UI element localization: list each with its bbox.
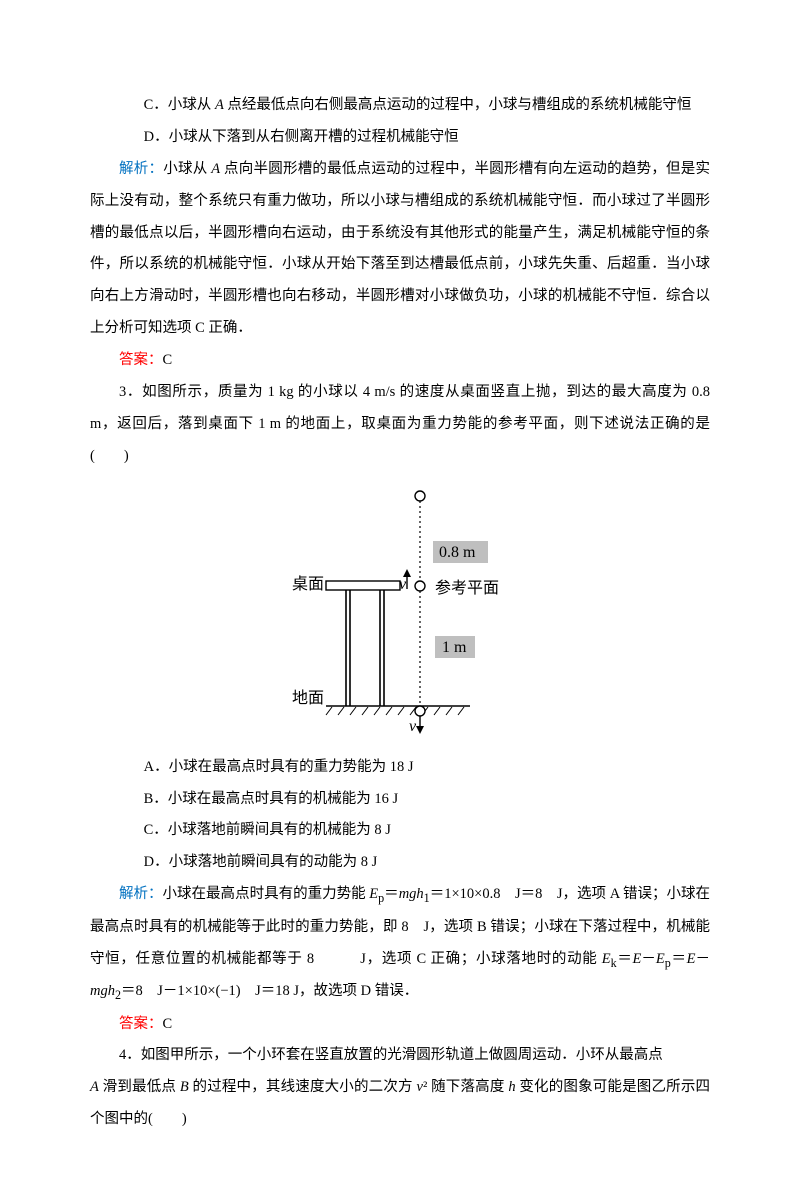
q2-analysis: 解析：小球从 A 点向半圆形槽的最低点运动的过程中，半圆形槽有向左运动的趋势，但… bbox=[90, 154, 710, 345]
q3-option-c: C．小球落地前瞬间具有的机械能为 8 J bbox=[90, 815, 710, 847]
fig-h1-label: 0.8 m bbox=[439, 544, 476, 561]
q3-answer-value: C bbox=[163, 1016, 173, 1032]
q2-analysis-rest: 点向半圆形槽的最低点运动的过程中，半圆形槽有向左运动的趋势，但是实际上没有动，整… bbox=[90, 161, 710, 336]
q2-option-d: D．小球从下落到从右侧离开槽的过程机械能守恒 bbox=[90, 122, 710, 154]
q2-option-c: C．小球从 A 点经最低点向右侧最高点运动的过程中，小球与槽组成的系统机械能守恒 bbox=[90, 90, 710, 122]
fig-v-top: v bbox=[399, 576, 407, 593]
analysis-label: 解析： bbox=[119, 886, 163, 902]
fig-h2-label: 1 m bbox=[442, 639, 467, 656]
q4-stem-line2: A 滑到最低点 B 的过程中，其线速度大小的二次方 v² 随下落高度 h 变化的… bbox=[90, 1072, 710, 1136]
q3-answer: 答案：C bbox=[90, 1009, 710, 1041]
q3-analysis: 解析：小球在最高点时具有的重力势能 Ep＝mgh1＝1×10×0.8 J＝8 J… bbox=[90, 879, 710, 1008]
analysis-label: 解析： bbox=[119, 161, 163, 177]
q3-option-d: D．小球落地前瞬间具有的动能为 8 J bbox=[90, 847, 710, 879]
q3-diagram-svg: 0.8 m 桌面 v 参考平面 1 m bbox=[290, 481, 510, 741]
fig-desk-label: 桌面 bbox=[292, 575, 324, 593]
q3-figure: 0.8 m 桌面 v 参考平面 1 m bbox=[90, 481, 710, 746]
fig-v-bottom: v bbox=[409, 718, 417, 735]
q3-analysis-body: 小球在最高点时具有的重力势能 Ep＝mgh1＝1×10×0.8 J＝8 J，选项… bbox=[90, 886, 710, 999]
q4-stem-line1: 4．如图甲所示，一个小环套在竖直放置的光滑圆形轨道上做圆周运动．小环从最高点 bbox=[90, 1040, 710, 1072]
fig-ref-label: 参考平面 bbox=[435, 579, 499, 597]
fig-ground-label: 地面 bbox=[292, 689, 324, 707]
q2-analysis-prefix: 小球从 bbox=[163, 161, 211, 177]
q2-optc-tail: 点经最低点向右侧最高点运动的过程中，小球与槽组成的系统机械能守恒 bbox=[227, 97, 691, 113]
answer-label: 答案： bbox=[119, 1016, 163, 1032]
q3-option-b: B．小球在最高点时具有的机械能为 16 J bbox=[90, 784, 710, 816]
q3-option-a: A．小球在最高点时具有的重力势能为 18 J bbox=[90, 752, 710, 784]
answer-label: 答案： bbox=[119, 352, 163, 368]
q2-answer-value: C bbox=[163, 352, 173, 368]
q3-stem: 3．如图所示，质量为 1 kg 的小球以 4 m/s 的速度从桌面竖直上抛，到达… bbox=[90, 377, 710, 473]
q2-answer: 答案：C bbox=[90, 345, 710, 377]
